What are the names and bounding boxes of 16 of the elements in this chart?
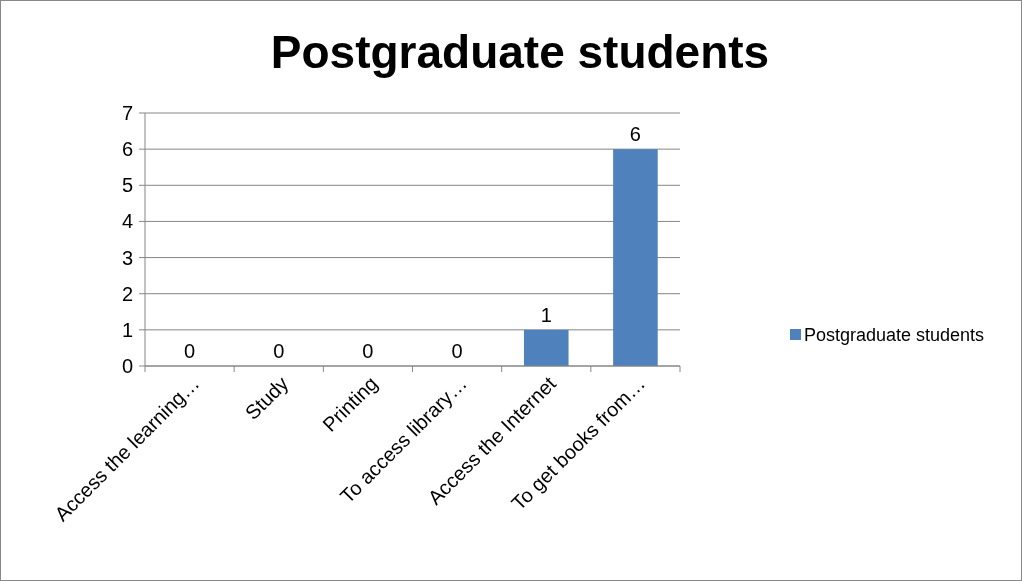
y-tick-label: 6 bbox=[121, 138, 133, 161]
data-label: 6 bbox=[629, 123, 641, 146]
data-label: 0 bbox=[362, 340, 374, 362]
y-tick-label: 2 bbox=[121, 282, 133, 305]
y-tick-label: 1 bbox=[121, 318, 133, 341]
data-label: 0 bbox=[273, 340, 285, 362]
y-tick-label: 4 bbox=[121, 210, 133, 233]
y-tick-label: 7 bbox=[121, 102, 133, 124]
chart-title: Postgraduate students bbox=[270, 26, 770, 78]
y-tick-label: 5 bbox=[121, 174, 133, 197]
data-label: 0 bbox=[184, 340, 196, 362]
y-tick-label: 0 bbox=[121, 355, 133, 377]
legend-label: Postgraduate students bbox=[804, 325, 985, 346]
y-tick-label: 3 bbox=[121, 246, 133, 269]
data-label: 0 bbox=[451, 340, 463, 362]
data-label: 1 bbox=[540, 303, 552, 326]
